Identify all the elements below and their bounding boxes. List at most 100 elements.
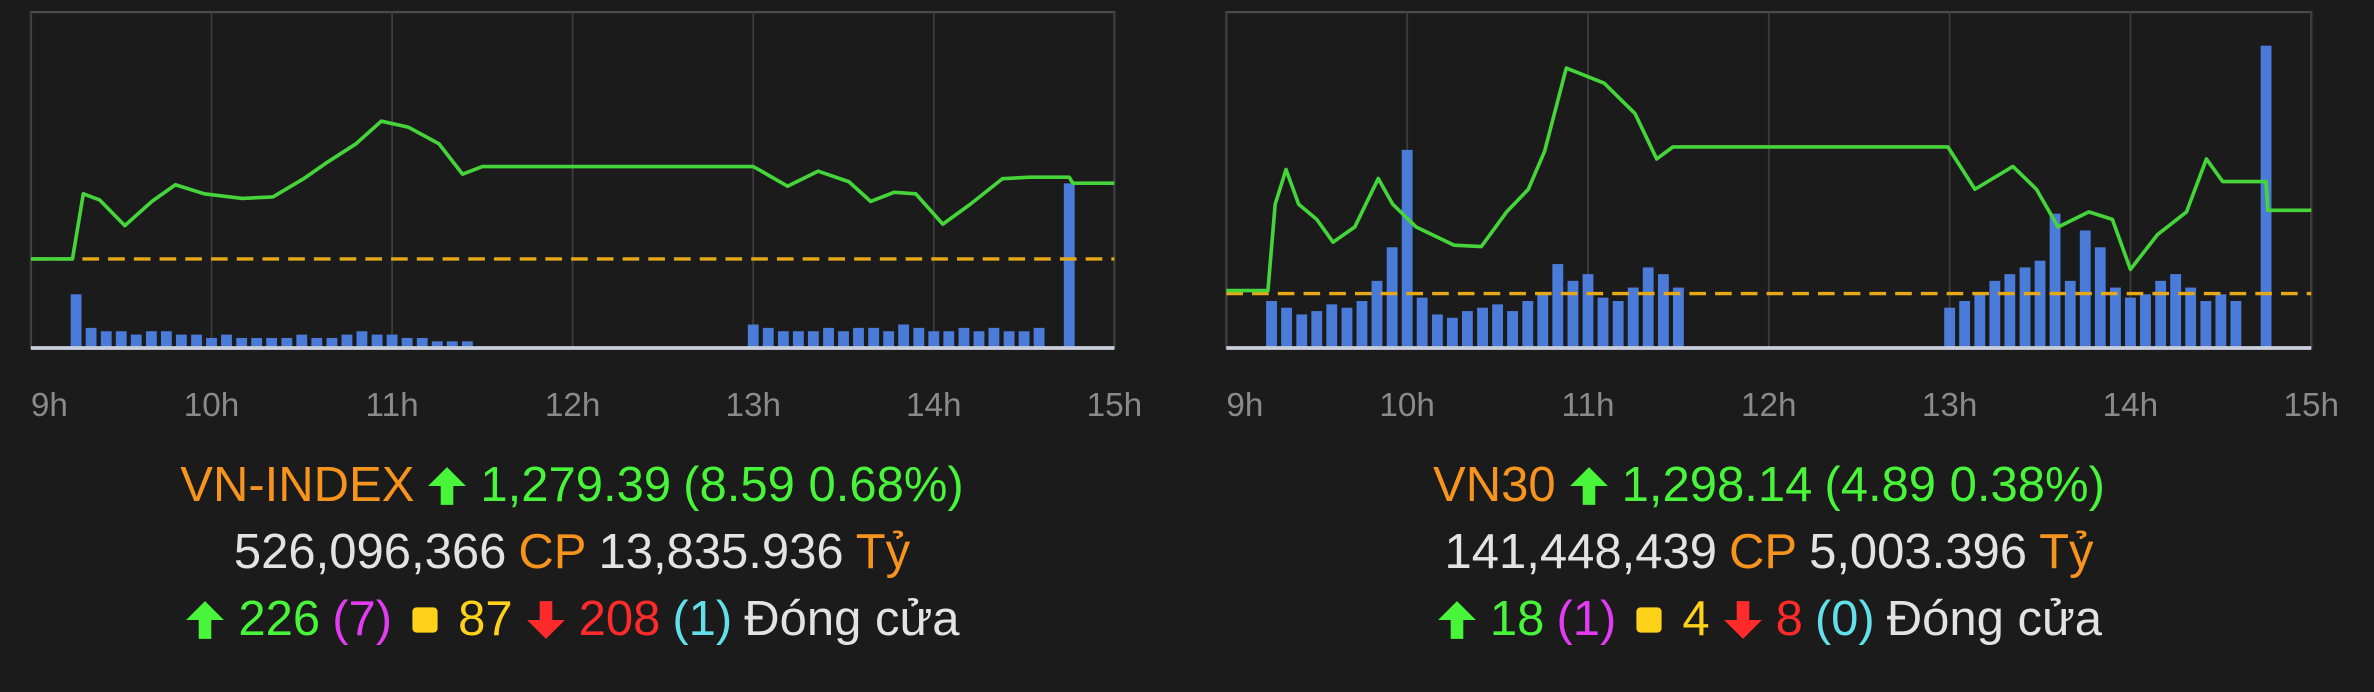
index-line <box>1226 66 2312 293</box>
volume-bar <box>206 337 217 349</box>
volume-bar <box>1341 307 1353 349</box>
volume-bar <box>777 331 789 349</box>
volume-bar <box>1477 307 1488 349</box>
summary-left: VN-INDEX 1,279.39 (8.59 0.68%) 526,096,3… <box>0 452 1144 653</box>
volume-bar <box>1537 294 1549 349</box>
volume-bar <box>2034 260 2046 349</box>
volume-bar <box>296 334 308 349</box>
volume-bar <box>85 327 97 349</box>
volume-bar <box>461 341 473 349</box>
volume-bar <box>823 327 834 349</box>
volume-bar <box>2140 294 2151 349</box>
volume-bar <box>70 294 82 349</box>
index-change: (8.59 0.68%) <box>683 458 964 512</box>
charts: 9h 10h 11h 12h 13h 14h 15h 9h 10h 11h 12h 13h 14h 15h <box>29 10 2339 424</box>
volume-bar <box>191 334 202 349</box>
volume-unit: CP <box>518 525 587 579</box>
up-arrow <box>186 600 225 639</box>
turnover-unit: Tỷ <box>855 525 911 579</box>
summary-row: 226 (7) 87 208 (1) Đóng cửa <box>0 586 1144 653</box>
x-tick-label: 13h <box>725 387 781 424</box>
volume-bar <box>1627 287 1639 349</box>
index-name: VN-INDEX <box>180 458 415 512</box>
turnover-unit: Tỷ <box>2039 525 2094 579</box>
volume-bar <box>1672 287 1684 349</box>
volume-bar <box>1266 300 1277 349</box>
volume-bar <box>100 331 112 349</box>
volume-bar <box>1326 304 1338 349</box>
volume-bar <box>236 337 248 349</box>
volume-bar <box>988 327 1000 349</box>
summary-row: 18 (1) 4 8 (0) Đóng cửa <box>1164 586 2374 653</box>
volume-bar <box>928 331 940 349</box>
volume-bar <box>2049 213 2061 349</box>
volume-bar <box>1989 280 2001 349</box>
volume-bar <box>1311 311 1323 349</box>
turnover: 5,003.396 <box>1809 525 2028 579</box>
summary-right: VN30 1,298.14 (4.89 0.38%) 141,448,439 C… <box>1164 452 2374 653</box>
volume-bar <box>2110 287 2121 349</box>
x-tick-label: 12h <box>1741 387 1797 424</box>
declines: 208 <box>578 592 661 646</box>
volume-bar <box>1416 297 1428 349</box>
volume-bar <box>1063 183 1075 349</box>
volume-bar <box>1281 307 1292 349</box>
summary-row: 526,096,366 CP 13,835.936 Tỷ <box>0 519 1144 586</box>
ceiling: (7) <box>332 592 393 646</box>
x-tick-label: 9h <box>31 387 68 424</box>
up-arrow <box>1438 600 1476 639</box>
volume-bar <box>807 331 819 349</box>
volume-bar <box>251 337 263 349</box>
volume: 141,448,439 <box>1444 525 1717 579</box>
volume-bar <box>2064 280 2076 349</box>
index-value: 1,279.39 <box>480 458 672 512</box>
volume-bar <box>175 334 187 349</box>
volume-bar <box>958 327 970 349</box>
volume-bar <box>371 334 383 349</box>
volume-bar <box>446 341 458 349</box>
up-arrow <box>428 466 467 505</box>
x-tick-label: 14h <box>2103 387 2159 424</box>
volume-bar <box>1522 300 1534 349</box>
index-change: (4.89 0.38%) <box>1824 458 2105 512</box>
floor: (1) <box>672 592 733 646</box>
floor: (0) <box>1814 592 1875 646</box>
x-tick-label: 10h <box>184 387 240 424</box>
volume-bar <box>416 337 428 349</box>
volume-bar <box>913 327 925 349</box>
volume-bar <box>2125 297 2136 349</box>
volume-bar <box>1657 274 1669 349</box>
volume-bar <box>2155 280 2167 349</box>
volume-bar <box>762 327 774 349</box>
volume-bar <box>1356 300 1368 349</box>
volume-bar <box>1552 264 1564 349</box>
summary-row: 141,448,439 CP 5,003.396 Tỷ <box>1164 519 2374 586</box>
volume-bar <box>1401 149 1413 349</box>
down-arrow <box>1723 600 1762 639</box>
down-arrow <box>526 600 565 639</box>
volume-bar <box>401 337 413 349</box>
summary-row: VN-INDEX 1,279.39 (8.59 0.68%) <box>0 452 1144 519</box>
volume-bar <box>145 331 157 349</box>
up-arrow <box>1569 466 1608 505</box>
square-icon <box>1636 606 1662 633</box>
volume-bar <box>2094 247 2106 349</box>
volume-bar <box>266 337 278 349</box>
volume-bar <box>431 341 443 349</box>
index-value: 1,298.14 <box>1621 458 1813 512</box>
volume-bar <box>1959 300 1971 349</box>
volume-bar <box>943 331 955 349</box>
advances: 226 <box>238 592 321 646</box>
volume-bar <box>1944 307 1956 349</box>
turnover: 13,835.936 <box>598 525 844 579</box>
volume-bar <box>2185 287 2197 349</box>
volume-bar <box>1642 267 1654 349</box>
volume-bar <box>2019 267 2031 349</box>
unchanged: 87 <box>458 592 513 646</box>
volume-bar <box>326 337 338 349</box>
volume-bar <box>973 331 985 349</box>
advances: 18 <box>1489 592 1545 646</box>
volume-bar <box>311 337 323 349</box>
volume-bar <box>115 331 127 349</box>
